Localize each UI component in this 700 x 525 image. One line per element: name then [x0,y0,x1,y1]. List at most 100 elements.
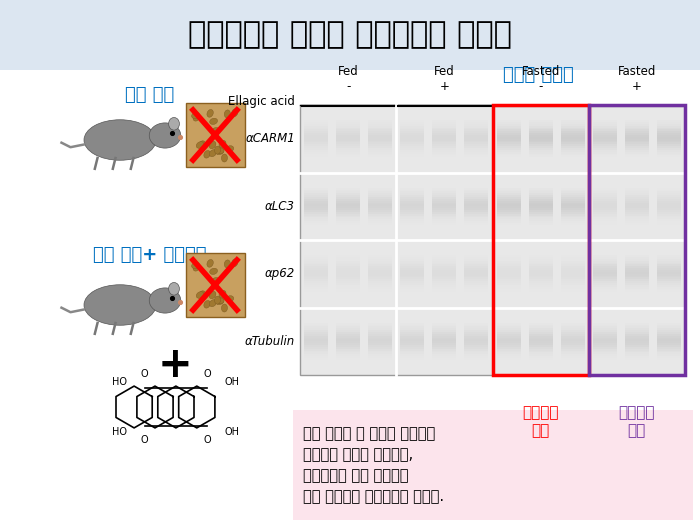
FancyBboxPatch shape [657,334,681,335]
FancyBboxPatch shape [433,335,456,338]
FancyBboxPatch shape [625,146,649,148]
FancyBboxPatch shape [464,206,489,208]
FancyBboxPatch shape [304,201,328,203]
FancyBboxPatch shape [464,137,489,139]
FancyBboxPatch shape [561,141,584,142]
FancyBboxPatch shape [625,270,649,272]
FancyBboxPatch shape [528,139,553,141]
FancyBboxPatch shape [368,199,392,201]
FancyBboxPatch shape [528,130,553,131]
FancyBboxPatch shape [593,347,617,349]
FancyBboxPatch shape [593,279,617,281]
FancyBboxPatch shape [400,208,424,210]
FancyBboxPatch shape [528,274,553,276]
FancyBboxPatch shape [593,201,617,203]
FancyBboxPatch shape [561,201,584,203]
FancyBboxPatch shape [464,341,489,343]
FancyBboxPatch shape [657,201,681,203]
FancyBboxPatch shape [464,212,489,214]
FancyBboxPatch shape [593,142,617,144]
FancyBboxPatch shape [593,141,617,142]
FancyBboxPatch shape [657,330,681,332]
FancyBboxPatch shape [528,135,553,137]
FancyBboxPatch shape [433,141,456,142]
FancyBboxPatch shape [368,133,392,135]
FancyBboxPatch shape [625,341,649,343]
FancyBboxPatch shape [496,135,521,137]
Text: 쥐를 굶김: 쥐를 굶김 [125,86,174,104]
FancyBboxPatch shape [657,268,681,270]
FancyBboxPatch shape [336,345,360,347]
FancyBboxPatch shape [657,130,681,131]
FancyBboxPatch shape [496,214,521,216]
Ellipse shape [207,110,214,117]
FancyBboxPatch shape [336,197,360,199]
FancyBboxPatch shape [528,131,553,133]
FancyBboxPatch shape [336,135,360,137]
FancyBboxPatch shape [433,210,456,212]
FancyBboxPatch shape [336,141,360,142]
FancyBboxPatch shape [625,199,649,201]
Text: αTubulin: αTubulin [245,335,295,348]
Text: αp62: αp62 [265,267,295,280]
FancyBboxPatch shape [464,210,489,212]
FancyBboxPatch shape [657,270,681,272]
FancyBboxPatch shape [400,338,424,339]
FancyBboxPatch shape [561,199,584,201]
FancyBboxPatch shape [528,339,553,341]
FancyBboxPatch shape [400,270,424,272]
FancyBboxPatch shape [496,144,521,146]
Text: O: O [141,435,148,445]
FancyBboxPatch shape [528,343,553,345]
FancyBboxPatch shape [368,206,392,208]
Ellipse shape [209,150,216,156]
Ellipse shape [232,109,238,117]
FancyBboxPatch shape [496,343,521,345]
FancyBboxPatch shape [561,204,584,206]
FancyBboxPatch shape [528,212,553,214]
Text: 오토파지
증가: 오토파지 증가 [522,405,559,438]
FancyBboxPatch shape [657,332,681,334]
FancyBboxPatch shape [528,334,553,335]
FancyBboxPatch shape [657,341,681,343]
Text: HO: HO [112,377,127,387]
FancyBboxPatch shape [496,334,521,335]
FancyBboxPatch shape [186,253,245,317]
FancyBboxPatch shape [464,347,489,349]
FancyBboxPatch shape [304,204,328,206]
FancyBboxPatch shape [593,203,617,204]
FancyBboxPatch shape [625,335,649,338]
Text: 마우스 간조직: 마우스 간조직 [503,66,574,84]
FancyBboxPatch shape [625,279,649,281]
FancyBboxPatch shape [657,208,681,210]
FancyBboxPatch shape [528,141,553,142]
FancyBboxPatch shape [293,410,693,520]
FancyBboxPatch shape [400,133,424,135]
FancyBboxPatch shape [625,332,649,334]
FancyBboxPatch shape [496,212,521,214]
FancyBboxPatch shape [657,339,681,341]
FancyBboxPatch shape [657,274,681,276]
FancyBboxPatch shape [304,133,328,135]
FancyBboxPatch shape [304,270,328,272]
FancyBboxPatch shape [304,203,328,204]
FancyBboxPatch shape [433,270,456,272]
Ellipse shape [216,298,224,304]
FancyBboxPatch shape [336,341,360,343]
FancyBboxPatch shape [625,130,649,131]
FancyBboxPatch shape [593,272,617,274]
FancyBboxPatch shape [625,208,649,210]
FancyBboxPatch shape [433,135,456,137]
FancyBboxPatch shape [625,338,649,339]
FancyBboxPatch shape [368,341,392,343]
FancyBboxPatch shape [304,272,328,274]
FancyBboxPatch shape [528,341,553,343]
FancyBboxPatch shape [657,128,681,130]
FancyBboxPatch shape [464,133,489,135]
FancyBboxPatch shape [368,135,392,137]
Ellipse shape [204,151,211,158]
FancyBboxPatch shape [336,195,360,197]
Ellipse shape [149,288,181,313]
FancyBboxPatch shape [464,334,489,335]
FancyBboxPatch shape [561,139,584,141]
